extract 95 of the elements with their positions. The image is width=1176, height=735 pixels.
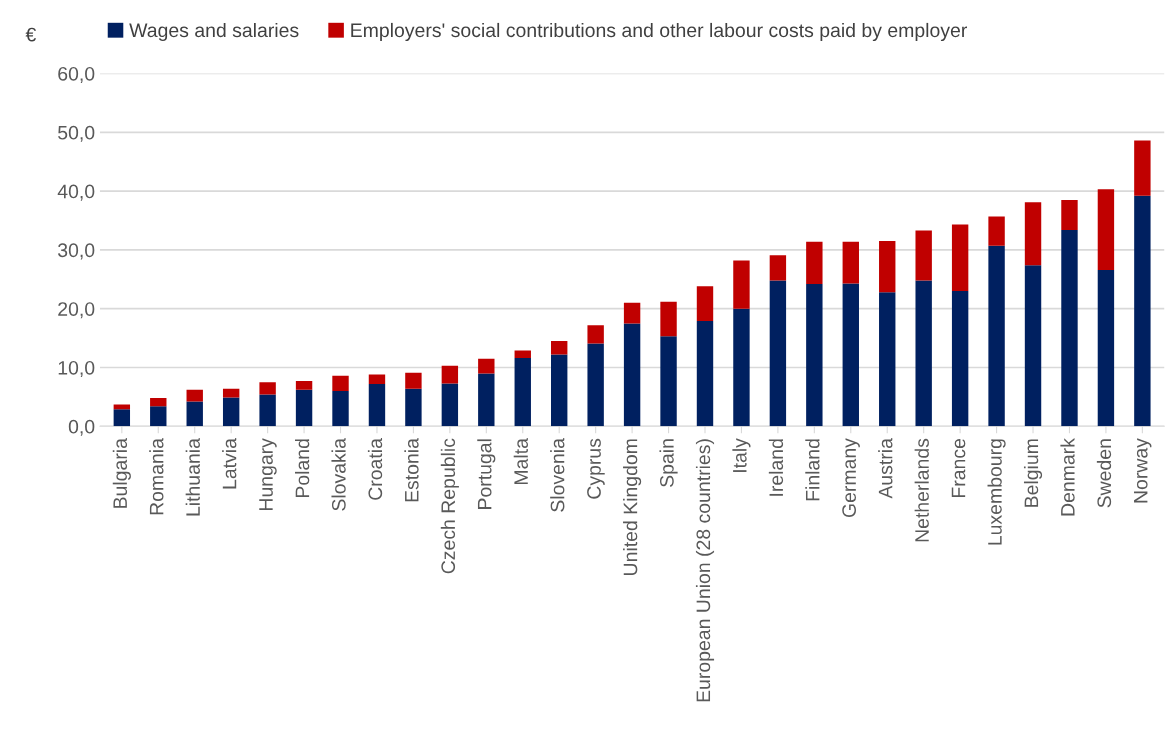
bar	[1061, 199, 1078, 230]
bar	[1097, 189, 1115, 270]
x-tick-label: Italy	[732, 438, 751, 472]
x-tick-label: Denmark	[1060, 438, 1075, 516]
x-tick-label: Netherlands	[914, 438, 929, 542]
bar	[1134, 140, 1151, 196]
x-tick-label: Slovakia	[331, 438, 346, 511]
x-tick-label: Ireland	[768, 439, 784, 496]
bar	[988, 216, 1005, 246]
bar	[150, 406, 167, 427]
x-tick-label: Finland	[805, 439, 820, 501]
bar	[988, 245, 1005, 427]
x-tick-label: Poland	[295, 439, 310, 498]
bar	[733, 308, 750, 427]
bar	[514, 358, 531, 427]
x-tick-label: Slovenia	[550, 438, 565, 512]
bar	[951, 224, 969, 292]
bar	[623, 323, 641, 427]
bar	[405, 388, 422, 427]
bar	[842, 283, 859, 427]
x-tick-label: European Union (28 countries)	[695, 439, 715, 702]
bar	[295, 389, 313, 427]
y-tick-label: 50,0	[58, 125, 95, 142]
bar	[368, 383, 386, 427]
bar	[733, 260, 750, 309]
legend-label: Employers' social contributions and other labour costs paid by employer	[351, 22, 967, 42]
bar	[951, 291, 969, 427]
bar	[150, 398, 167, 407]
x-tick-label: Malta	[513, 438, 528, 485]
bar	[879, 292, 896, 427]
bar	[587, 343, 604, 427]
bar	[696, 321, 714, 427]
bar	[441, 383, 459, 427]
x-tick-label: Romania	[149, 438, 164, 515]
bar	[660, 336, 677, 427]
x-tick-label: Hungary	[259, 438, 277, 510]
bar	[478, 373, 495, 427]
bar	[186, 389, 203, 402]
bar	[332, 375, 349, 392]
bar	[222, 397, 240, 427]
bar	[259, 394, 276, 427]
x-tick-label: Lithuania	[185, 438, 200, 516]
x-tick-label: Austria	[878, 438, 893, 499]
y-axis-title: €	[25, 27, 36, 42]
bar	[660, 301, 677, 337]
bar	[405, 372, 422, 389]
bar	[295, 381, 313, 390]
x-tick-label: Spain	[659, 439, 678, 487]
bar	[514, 350, 531, 359]
x-tick-label: France	[951, 438, 966, 498]
y-tick-label: 20,0	[58, 302, 95, 319]
bar	[368, 374, 386, 384]
x-tick-label: Belgium	[1023, 439, 1043, 507]
bar	[915, 280, 932, 427]
y-tick-label: 30,0	[58, 243, 95, 260]
bar	[1061, 229, 1078, 427]
bar	[478, 358, 495, 374]
y-tick-label: 10,0	[58, 360, 95, 378]
bar	[915, 230, 932, 281]
x-tick-label: Bulgaria	[112, 438, 131, 508]
x-tick-label: Norway	[1134, 438, 1152, 503]
x-tick-label: Sweden	[1096, 439, 1112, 508]
x-tick-label: Croatia	[367, 438, 383, 500]
x-tick-label: Latvia	[222, 438, 237, 489]
bar	[1134, 195, 1151, 427]
bar	[551, 341, 568, 355]
bar	[186, 401, 203, 427]
bar	[332, 391, 349, 427]
y-tick-label: 0,0	[68, 419, 95, 436]
y-tick-label: 40,0	[57, 184, 95, 201]
x-tick-label: United Kingdom	[623, 439, 642, 575]
x-tick-label: Czech Republic	[440, 438, 459, 574]
bar	[806, 284, 823, 427]
bar	[1097, 269, 1115, 427]
bar	[769, 255, 787, 281]
x-tick-label: Germany	[842, 438, 860, 518]
bar	[769, 280, 787, 427]
bar	[587, 325, 604, 344]
bar	[1024, 265, 1042, 427]
bar	[879, 241, 896, 293]
bar	[551, 354, 568, 427]
x-tick-label: Portugal	[477, 439, 496, 509]
x-tick-label: Luxembourg	[987, 439, 1006, 545]
bar	[113, 409, 131, 427]
bar	[441, 365, 459, 384]
bar	[696, 286, 714, 322]
bar	[806, 241, 823, 284]
bar	[623, 302, 641, 324]
x-tick-label: Cyprus	[587, 438, 605, 499]
bar	[842, 241, 859, 284]
x-tick-label: Estonia	[404, 438, 419, 502]
legend-label: Wages and salaries	[129, 22, 299, 42]
bar	[259, 382, 276, 395]
y-tick-label: 60,0	[58, 66, 95, 84]
bar	[1024, 202, 1042, 266]
